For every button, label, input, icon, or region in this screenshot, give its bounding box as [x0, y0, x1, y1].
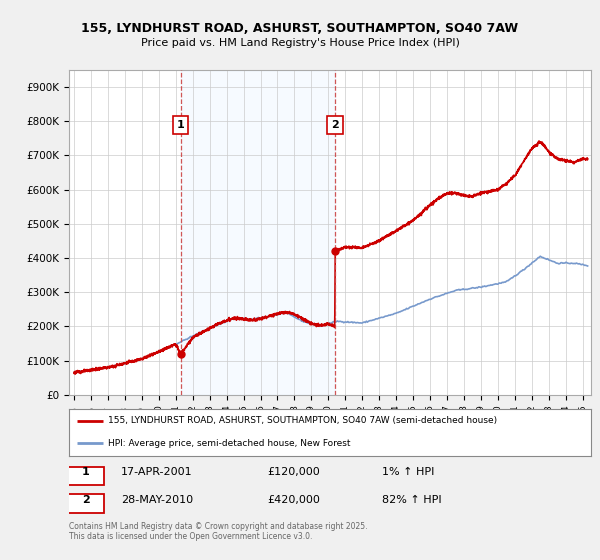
Text: 82% ↑ HPI: 82% ↑ HPI [382, 494, 442, 505]
Text: 1% ↑ HPI: 1% ↑ HPI [382, 467, 434, 477]
Text: 1: 1 [177, 120, 185, 130]
Text: Contains HM Land Registry data © Crown copyright and database right 2025.
This d: Contains HM Land Registry data © Crown c… [69, 522, 367, 542]
Text: 28-MAY-2010: 28-MAY-2010 [121, 494, 193, 505]
Text: 155, LYNDHURST ROAD, ASHURST, SOUTHAMPTON, SO40 7AW: 155, LYNDHURST ROAD, ASHURST, SOUTHAMPTO… [82, 22, 518, 35]
Text: £420,000: £420,000 [268, 494, 320, 505]
Text: £120,000: £120,000 [268, 467, 320, 477]
FancyBboxPatch shape [67, 466, 104, 485]
Text: HPI: Average price, semi-detached house, New Forest: HPI: Average price, semi-detached house,… [108, 438, 350, 447]
Text: 1: 1 [82, 467, 89, 477]
Bar [181, 70, 335, 395]
Text: 155, LYNDHURST ROAD, ASHURST, SOUTHAMPTON, SO40 7AW (semi-detached house): 155, LYNDHURST ROAD, ASHURST, SOUTHAMPTO… [108, 416, 497, 425]
FancyBboxPatch shape [67, 494, 104, 513]
Text: Price paid vs. HM Land Registry's House Price Index (HPI): Price paid vs. HM Land Registry's House … [140, 38, 460, 48]
Text: 2: 2 [331, 120, 339, 130]
Text: 2: 2 [82, 494, 89, 505]
Text: 17-APR-2001: 17-APR-2001 [121, 467, 193, 477]
